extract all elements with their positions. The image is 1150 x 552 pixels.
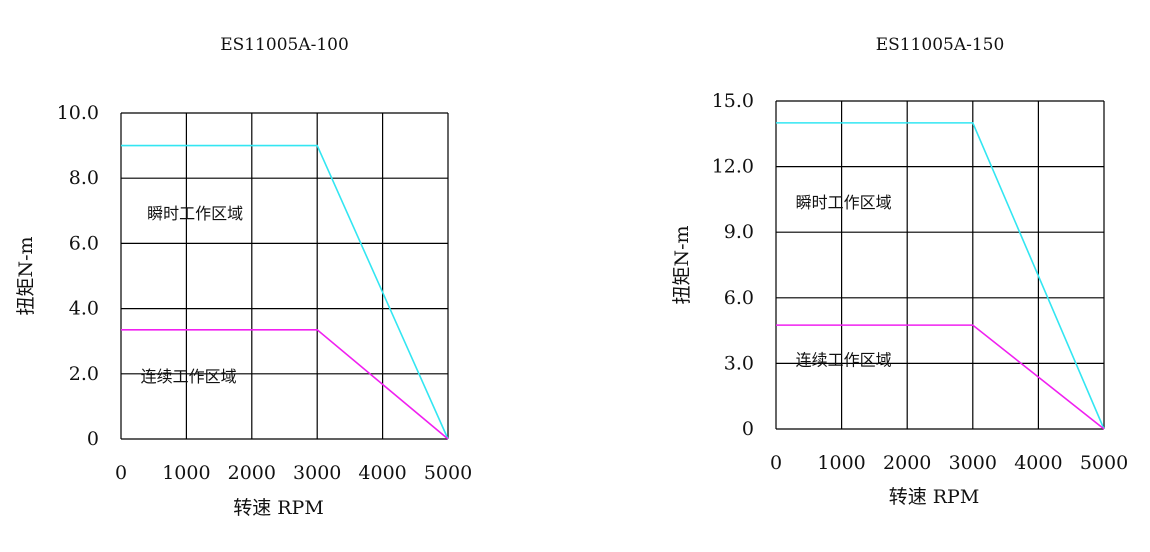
y-tick-label: 0 (742, 418, 754, 440)
x-axis-label: 转速 RPM (889, 486, 980, 508)
y-tick-label: 0 (87, 428, 99, 450)
x-tick-label: 3000 (293, 462, 341, 484)
x-tick-label: 3000 (949, 452, 997, 474)
chart-es11005a-150: ES11005A-150 0 1000 2000 3000 4000 5000 0 3.0 6.0… (671, 35, 1128, 508)
annotation-continuous-zone: 连续工作区域 (141, 367, 237, 386)
y-tick-label: 10.0 (57, 102, 99, 124)
y-tick-label: 12.0 (712, 156, 754, 178)
y-tick-label: 6.0 (724, 287, 754, 309)
y-tick-label: 4.0 (69, 298, 99, 320)
y-tick-label: 3.0 (724, 352, 754, 374)
series-line-peak (121, 144, 449, 440)
annotation-peak-zone: 瞬时工作区域 (796, 193, 892, 212)
y-tick-label: 15.0 (712, 90, 754, 112)
series-line-continuous (121, 328, 449, 440)
y-tick-label: 6.0 (69, 232, 99, 254)
x-tick-label: 5000 (1080, 452, 1128, 474)
series-line-peak (776, 122, 1105, 430)
x-tick-label: 0 (770, 452, 782, 474)
y-tick-label: 2.0 (69, 363, 99, 385)
x-tick-label: 0 (115, 462, 127, 484)
x-axis-label: 转速 RPM (233, 497, 324, 519)
x-tick-label: 1000 (817, 452, 865, 474)
series-line-continuous (776, 324, 1105, 430)
x-tick-label: 5000 (424, 462, 472, 484)
y-axis-label: 扭矩N-m (15, 236, 37, 315)
chart-title: ES11005A-150 (876, 35, 1005, 55)
annotation-continuous-zone: 连续工作区域 (796, 351, 892, 370)
annotation-peak-zone: 瞬时工作区域 (147, 204, 243, 223)
x-tick-label: 2000 (883, 452, 931, 474)
y-axis-label: 扭矩N-m (671, 225, 693, 304)
x-tick-label: 1000 (162, 462, 210, 484)
x-tick-label: 4000 (358, 462, 406, 484)
x-tick-label: 2000 (228, 462, 276, 484)
chart-title: ES11005A-100 (220, 35, 349, 55)
chart-es11005a-100: ES11005A-100 0 1000 2000 3000 4000 5000 0 2.0 4.0… (15, 35, 472, 519)
y-tick-label: 8.0 (69, 167, 99, 189)
x-tick-label: 4000 (1014, 452, 1062, 474)
y-tick-label: 9.0 (724, 221, 754, 243)
